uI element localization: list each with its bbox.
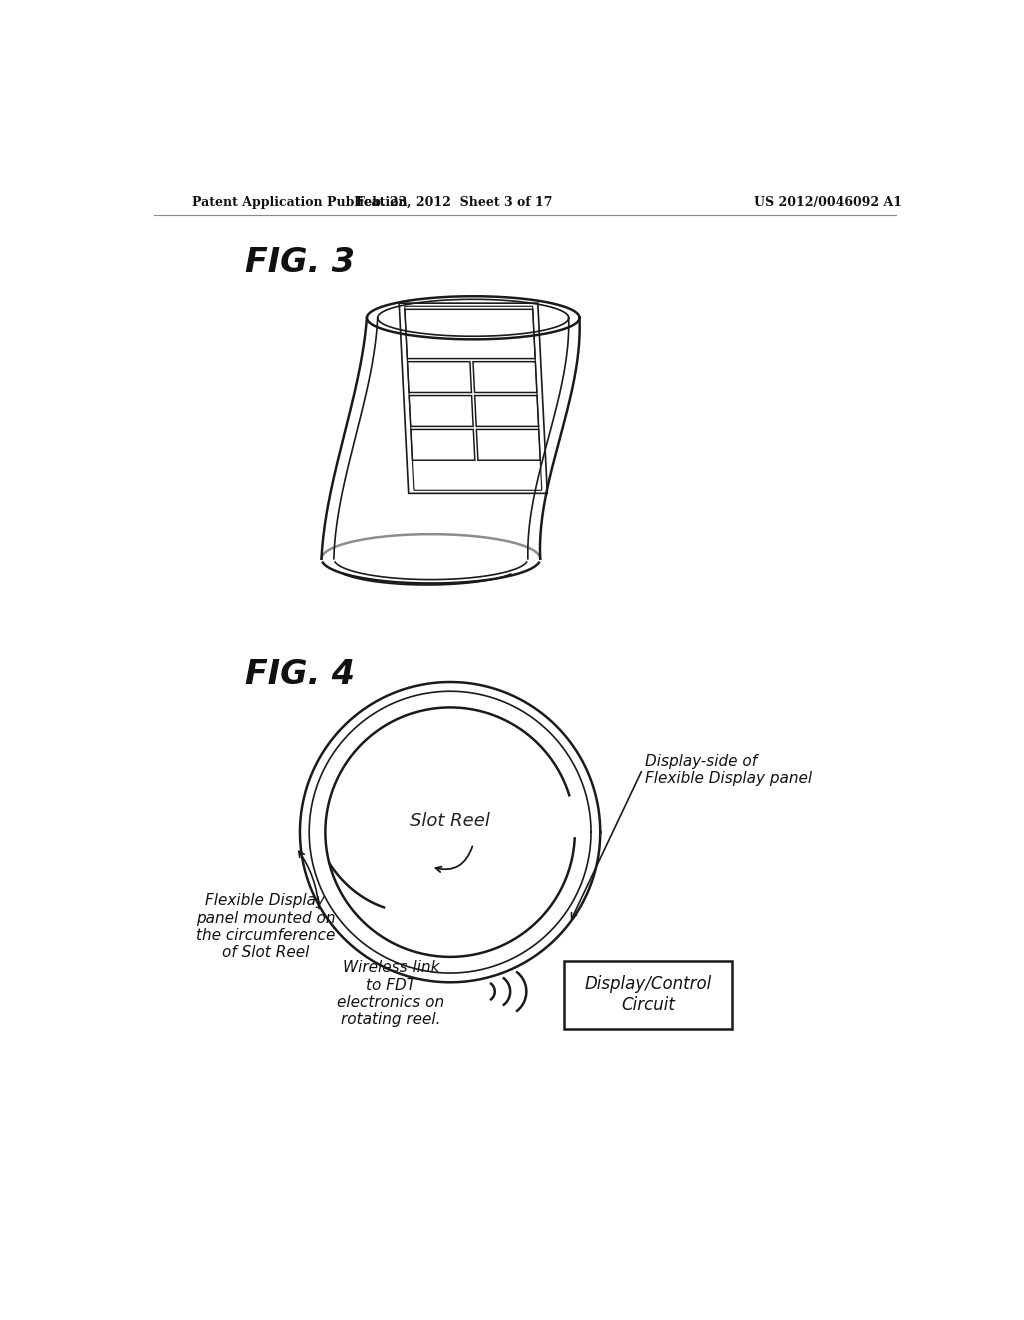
Text: FIG. 3: FIG. 3 (245, 247, 354, 280)
Text: Patent Application Publication: Patent Application Publication (193, 195, 408, 209)
Text: Flexible Display
panel mounted on
the circumference
of Slot Reel: Flexible Display panel mounted on the ci… (196, 894, 335, 961)
Bar (564, 961, 732, 1028)
Text: FIG. 4: FIG. 4 (245, 657, 354, 690)
Text: Wireless link
to FDT
electronics on
rotating reel.: Wireless link to FDT electronics on rota… (337, 960, 444, 1027)
Text: Display-side of
Flexible Display panel: Display-side of Flexible Display panel (645, 754, 812, 785)
Text: US 2012/0046092 A1: US 2012/0046092 A1 (755, 195, 902, 209)
Text: Display/Control
Circuit: Display/Control Circuit (585, 975, 712, 1014)
Text: Feb. 23, 2012  Sheet 3 of 17: Feb. 23, 2012 Sheet 3 of 17 (355, 195, 552, 209)
Text: Slot Reel: Slot Reel (411, 812, 490, 829)
